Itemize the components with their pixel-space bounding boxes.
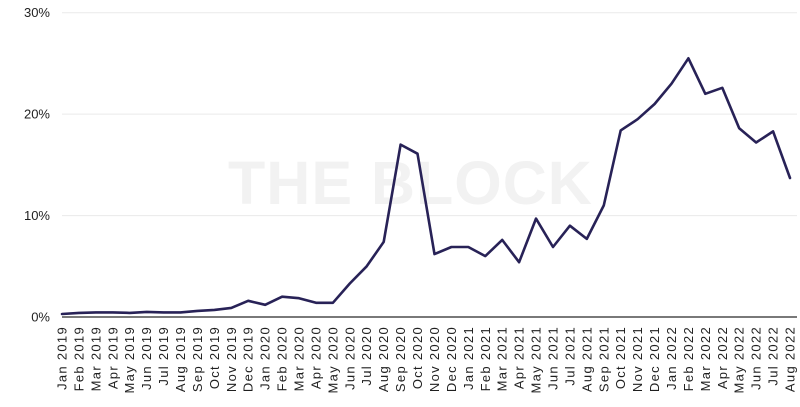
y-tick-label: 30% — [24, 5, 50, 20]
data-series-line — [60, 56, 792, 316]
x-tick-label: Jul 2022 — [766, 326, 781, 386]
x-tick-label: Mar 2022 — [698, 326, 713, 391]
x-tick-label: Jun 2022 — [749, 326, 764, 390]
x-tick-label: Feb 2021 — [478, 326, 493, 391]
x-tick-label: May 2022 — [732, 326, 747, 394]
x-tick-label: Dec 2021 — [647, 326, 662, 392]
x-tick-label: Jul 2019 — [156, 326, 171, 386]
x-tick-label: Sep 2020 — [393, 326, 408, 392]
x-tick-label: Sep 2019 — [190, 326, 205, 392]
x-tick-label: Oct 2019 — [207, 326, 222, 389]
x-tick-label: May 2020 — [325, 326, 340, 394]
x-tick-label: Jan 2022 — [664, 326, 679, 390]
x-tick-label: May 2021 — [529, 326, 544, 394]
y-tick-label: 10% — [24, 208, 50, 223]
x-tick-label: Nov 2020 — [427, 326, 442, 392]
x-tick-label: Apr 2021 — [512, 326, 527, 389]
x-tick-label: May 2019 — [122, 326, 137, 394]
x-tick-label: Apr 2022 — [715, 326, 730, 389]
x-tick-label: Mar 2019 — [88, 326, 103, 391]
x-tick-label: Nov 2021 — [630, 326, 645, 392]
x-tick-label: Aug 2022 — [783, 326, 798, 392]
x-tick-label: Jun 2021 — [545, 326, 560, 390]
x-tick-label: Feb 2022 — [681, 326, 696, 391]
x-tick-label: Jul 2020 — [359, 326, 374, 386]
x-tick-label: Jan 2020 — [258, 326, 273, 390]
x-tick-label: Oct 2021 — [613, 326, 628, 389]
x-tick-label: Aug 2019 — [173, 326, 188, 392]
x-tick-label: Dec 2020 — [444, 326, 459, 392]
x-tick-label: Apr 2020 — [308, 326, 323, 389]
x-tick-label: Jan 2019 — [55, 326, 70, 390]
x-tick-label: Feb 2019 — [71, 326, 86, 391]
x-tick-label: Jul 2021 — [562, 326, 577, 386]
x-tick-label: Sep 2021 — [596, 326, 611, 392]
x-tick-label: Aug 2021 — [579, 326, 594, 392]
x-tick-label: Jan 2021 — [461, 326, 476, 390]
x-tick-label: Dec 2019 — [241, 326, 256, 392]
x-tick-label: Apr 2019 — [105, 326, 120, 389]
y-tick-label: 0% — [31, 310, 50, 325]
x-tick-label: Feb 2020 — [275, 326, 290, 391]
x-tick-label: Jun 2020 — [342, 326, 357, 390]
the-block-watermark: THE BLOCK — [228, 149, 593, 217]
y-tick-label: 20% — [24, 107, 50, 122]
x-tick-label: Mar 2020 — [292, 326, 307, 391]
x-tick-label: Mar 2021 — [495, 326, 510, 391]
x-tick-label: Nov 2019 — [224, 326, 239, 392]
x-tick-label: Oct 2020 — [410, 326, 425, 389]
x-tick-label: Jun 2019 — [139, 326, 154, 390]
x-tick-label: Aug 2020 — [376, 326, 391, 392]
